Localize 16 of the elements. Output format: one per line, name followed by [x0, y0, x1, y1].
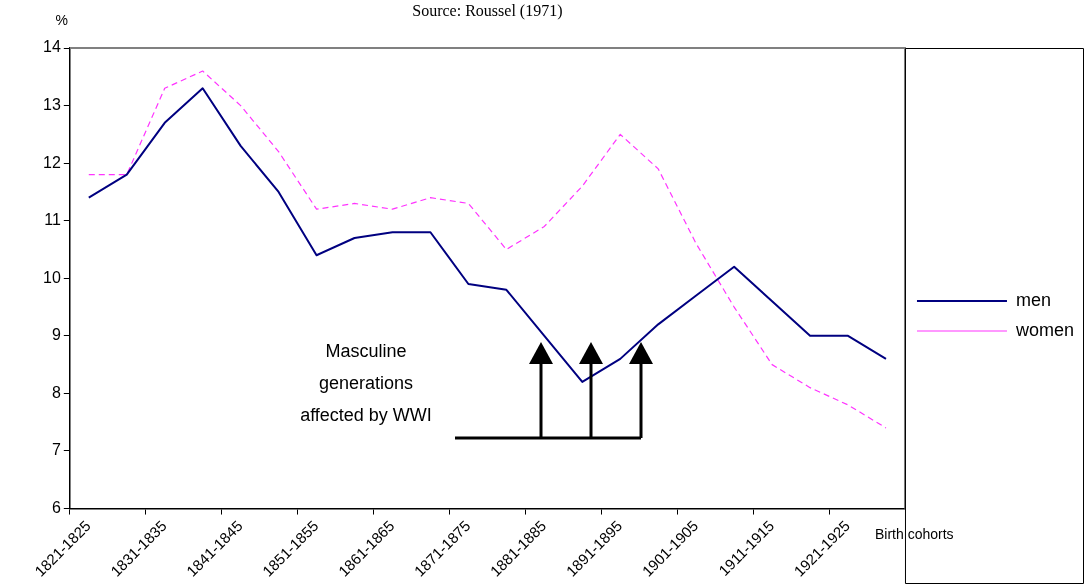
y-tick-label: 10	[43, 268, 61, 286]
y-tick-label: 14	[43, 38, 61, 56]
y-tick-label: 7	[51, 441, 61, 459]
y-tick-label: 11	[44, 211, 61, 229]
y-tick-label: 8	[51, 383, 61, 401]
y-tick-label: 13	[43, 95, 61, 113]
y-tick-label: 12	[43, 153, 61, 171]
line-series	[88, 70, 887, 429]
annotation: Masculine generations affected by WWI	[300, 340, 432, 425]
legend-label: women	[1014, 319, 1075, 340]
source-note: Source: Roussel (1971)	[412, 2, 563, 21]
y-tick-label: 6	[51, 498, 61, 516]
y-axis-title: %	[55, 11, 69, 28]
legend-label: men	[1015, 289, 1051, 310]
x-axis-title: Birth cohorts	[874, 526, 954, 543]
y-tick-label: 9	[51, 326, 61, 344]
